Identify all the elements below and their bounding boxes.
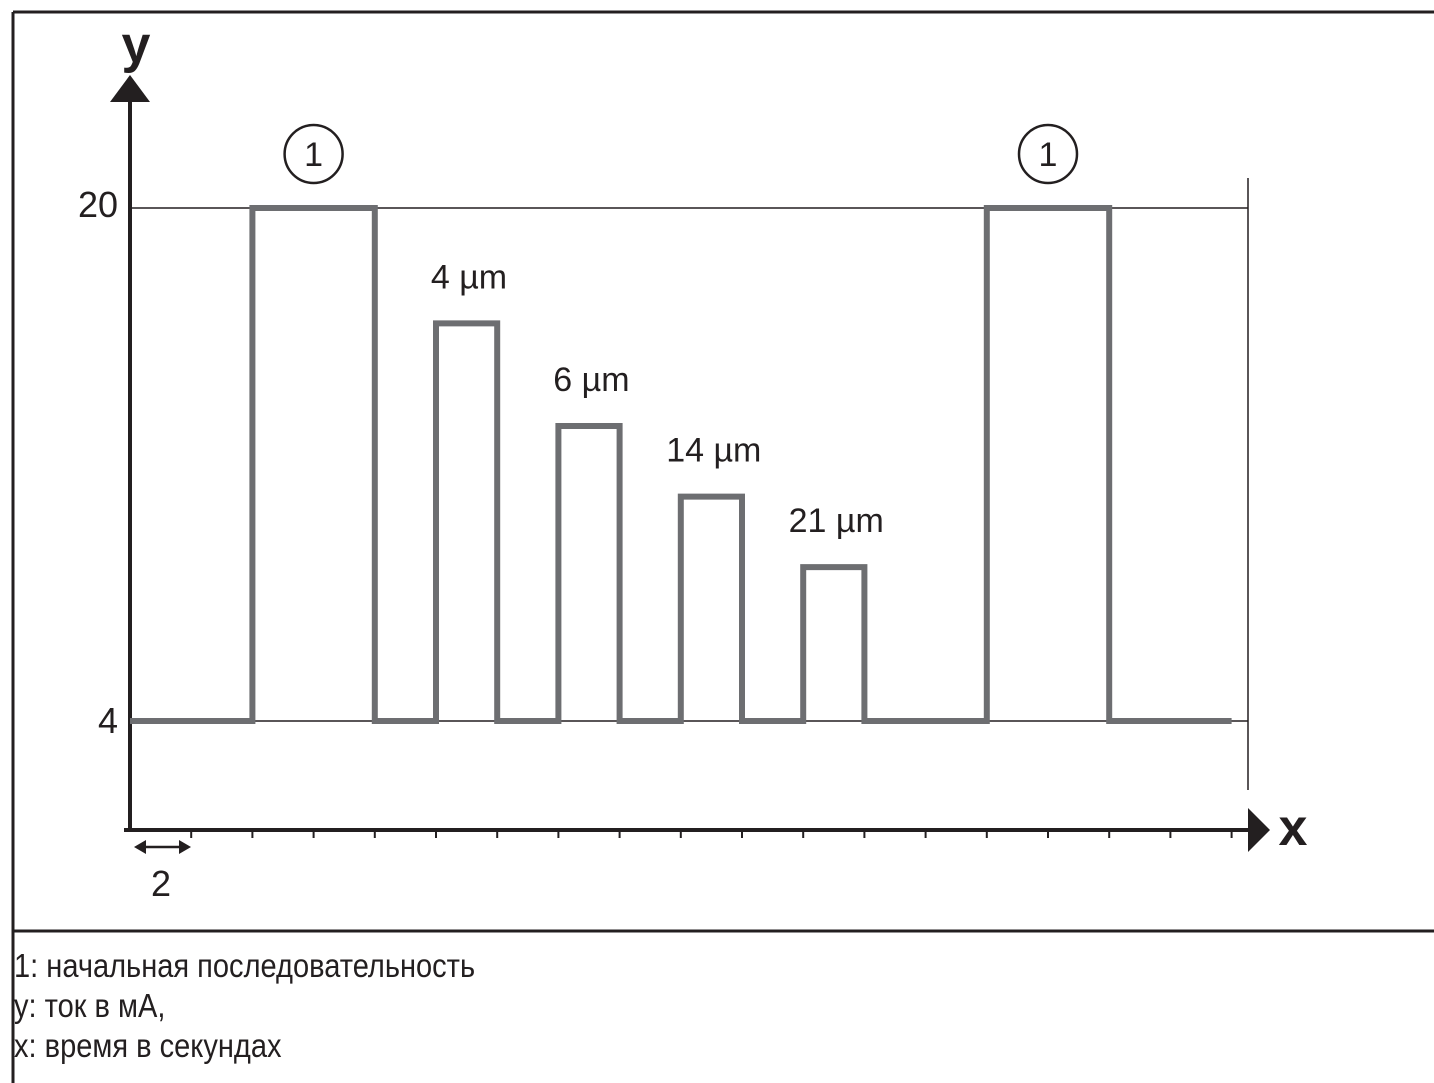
callout-circle <box>1017 123 1079 185</box>
y-tick-label-20: 20 <box>78 184 118 225</box>
y-axis-letter: y <box>122 16 151 74</box>
callout-circle <box>283 123 344 185</box>
pulse-label: 14 µm <box>666 432 761 470</box>
legend-item-x-axis: x: время в секундах <box>14 1027 282 1064</box>
time-step-right-arrow-icon <box>179 840 191 854</box>
callout-number: 1 <box>304 136 323 174</box>
x-axis-letter: x <box>1279 799 1308 857</box>
legend-item-y-axis: y: ток в мА, <box>14 987 166 1024</box>
legend: 1: начальная последовательность y: ток в… <box>14 946 538 1066</box>
y-tick-label-4: 4 <box>98 700 118 741</box>
x-axis-ticks <box>190 830 1233 838</box>
time-step-indicator: 2 <box>134 840 191 904</box>
pulse-label: 6 µm <box>553 361 629 399</box>
signal-waveform <box>130 205 1232 724</box>
time-step-left-arrow-icon <box>134 840 146 854</box>
pulse-label: 4 µm <box>431 258 507 296</box>
time-step-label: 2 <box>151 863 171 904</box>
x-axis-arrow-icon <box>1248 808 1270 852</box>
pulse-label: 21 µm <box>789 502 884 540</box>
callout-number: 1 <box>1039 136 1058 174</box>
y-axis-arrow-icon <box>110 75 150 102</box>
legend-item-start-sequence: 1: начальная последовательность <box>14 947 476 984</box>
